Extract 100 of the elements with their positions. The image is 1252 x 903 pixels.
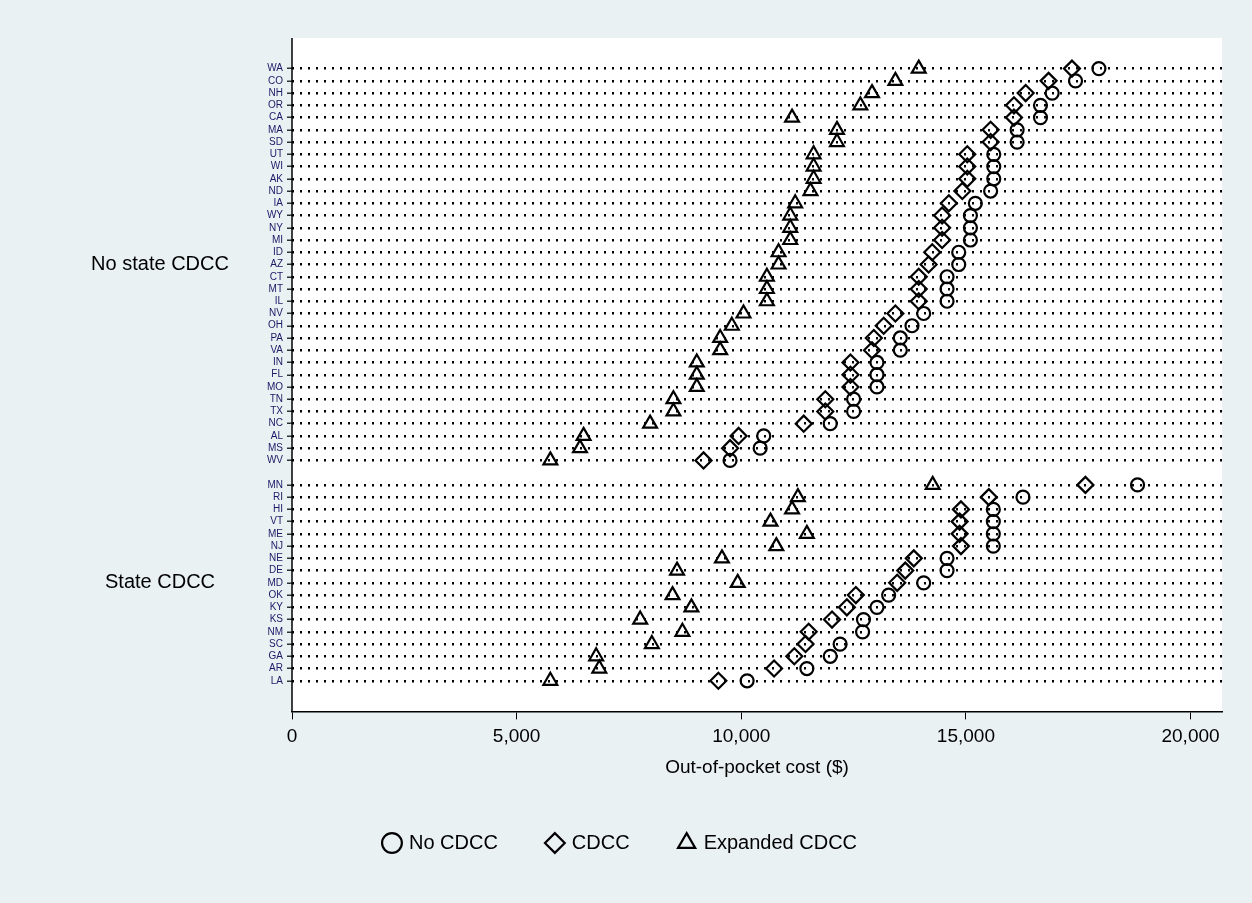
point: [863, 84, 881, 99]
point: [841, 353, 860, 372]
point: [735, 304, 752, 319]
y-tick-label: RI: [273, 490, 283, 502]
point: [979, 488, 998, 507]
point: [985, 501, 1001, 517]
point: [892, 330, 908, 346]
point: [985, 514, 1001, 530]
y-tick-label: CO: [268, 74, 284, 86]
y-tick-label: NH: [268, 86, 283, 98]
point: [869, 599, 885, 615]
point: [542, 671, 559, 686]
point: [919, 255, 938, 274]
point: [909, 267, 928, 286]
y-tick-label: NY: [269, 221, 284, 233]
point: [770, 243, 787, 258]
x-tick-label: 0: [286, 725, 298, 747]
point: [886, 304, 905, 323]
point: [1009, 134, 1025, 150]
point: [713, 549, 730, 564]
point: [643, 634, 660, 650]
y-tick-label: SC: [269, 637, 283, 649]
y-tick-label: SD: [269, 135, 283, 147]
point: [805, 157, 822, 172]
point: [924, 475, 941, 490]
y-tick-label: AL: [270, 429, 284, 441]
point: [542, 451, 559, 466]
point: [869, 367, 885, 383]
point: [571, 439, 589, 454]
y-tick-label: TN: [269, 392, 283, 404]
point: [864, 328, 883, 348]
point: [1129, 477, 1146, 493]
y-tick-label: GA: [268, 650, 284, 662]
point: [575, 426, 592, 442]
y-tick-label: NM: [267, 625, 283, 637]
point: [841, 365, 860, 384]
y-tick-label: OR: [268, 99, 283, 111]
y-tick-label: ND: [268, 184, 283, 196]
y-tick-label: MI: [271, 233, 283, 245]
point: [951, 537, 971, 556]
point: [939, 194, 958, 213]
point: [758, 292, 775, 307]
point: [665, 402, 682, 417]
point: [1044, 85, 1060, 101]
point: [986, 146, 1002, 162]
point: [722, 452, 738, 469]
point: [720, 439, 740, 458]
y-tick-label: MS: [268, 441, 284, 453]
x-tick-label: 5,000: [492, 725, 541, 747]
y-tick-label: NV: [269, 307, 284, 319]
point: [816, 402, 835, 421]
point: [874, 316, 893, 335]
point: [1015, 489, 1031, 505]
y-tick-label: WI: [270, 160, 283, 172]
point: [591, 659, 608, 674]
y-tick-label: WA: [267, 62, 284, 74]
point: [1009, 122, 1025, 138]
point: [939, 269, 955, 285]
point: [933, 218, 952, 237]
point: [799, 660, 815, 677]
point: [939, 563, 955, 579]
point: [896, 561, 915, 580]
point: [981, 132, 1000, 152]
y-tick-label: VT: [270, 515, 283, 527]
point: [796, 634, 815, 654]
point: [981, 120, 1000, 139]
point: [816, 390, 835, 409]
y-tick-label: WY: [266, 209, 284, 221]
y-tick-label: MD: [267, 576, 283, 588]
point: [764, 659, 784, 678]
point: [1067, 73, 1084, 89]
point: [694, 451, 713, 470]
point: [683, 598, 700, 613]
point: [986, 158, 1002, 175]
y-tick-label: MO: [266, 380, 284, 392]
point: [762, 512, 779, 527]
point: [758, 279, 775, 295]
point: [1076, 475, 1095, 494]
point: [832, 636, 848, 652]
point: [909, 279, 928, 299]
point: [904, 549, 923, 568]
point: [770, 255, 787, 270]
point: [664, 585, 681, 601]
y-tick-label: UT: [269, 148, 283, 160]
point: [910, 59, 927, 74]
x-tick-label: 15,000: [936, 725, 995, 747]
y-tick-label: TX: [270, 405, 284, 417]
point: [785, 647, 804, 666]
point: [739, 673, 755, 689]
point: [822, 610, 842, 629]
point: [729, 426, 748, 446]
point: [752, 440, 768, 456]
point: [1062, 59, 1082, 78]
point: [933, 206, 952, 225]
point: [784, 108, 801, 123]
x-tick-label: 10,000: [712, 725, 771, 747]
point: [799, 622, 818, 641]
point: [712, 341, 729, 356]
point: [588, 647, 605, 662]
point: [985, 538, 1001, 554]
